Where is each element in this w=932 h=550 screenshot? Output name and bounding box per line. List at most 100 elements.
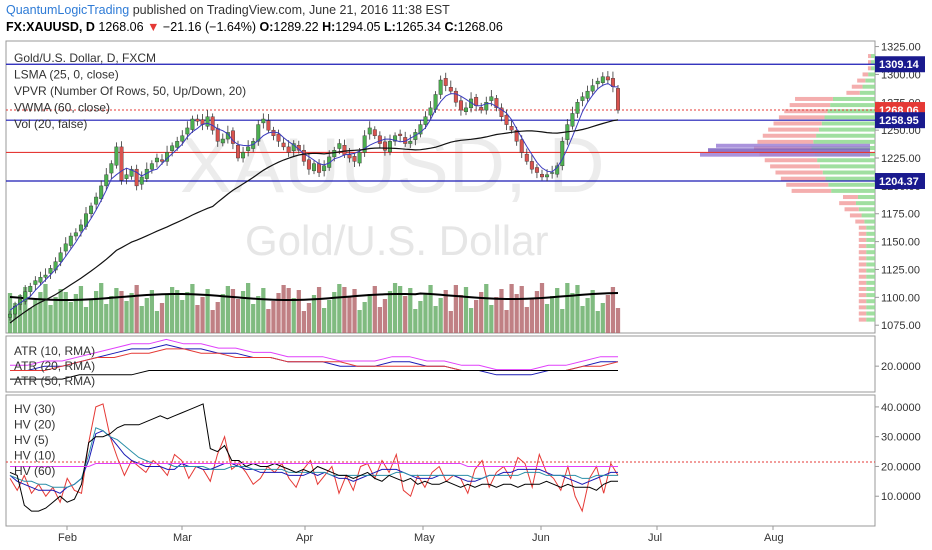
- candle-body: [236, 145, 240, 159]
- candle-body: [464, 107, 468, 112]
- vpvr-down-row: [858, 293, 867, 298]
- candle-body: [337, 143, 342, 149]
- candle-body: [398, 133, 403, 136]
- volume-bar: [544, 304, 550, 333]
- candle-body: [109, 163, 114, 174]
- volume-bar: [413, 309, 418, 333]
- candle-body: [306, 159, 311, 170]
- low-label: L:: [383, 20, 396, 34]
- candle-body: [418, 124, 423, 135]
- volume-bar: [94, 291, 99, 333]
- volume-bar: [256, 296, 261, 333]
- candle-body: [347, 154, 352, 159]
- candle-body: [570, 113, 575, 127]
- hv-tick-label: 10.0000: [881, 491, 921, 503]
- vpvr-up-row: [822, 170, 875, 175]
- volume-bar: [109, 296, 114, 333]
- volume-bar: [246, 283, 251, 333]
- volume-bar: [215, 302, 220, 333]
- price-tag-bg: [875, 112, 925, 129]
- vpvr-up-row: [866, 262, 875, 267]
- candle-body: [312, 163, 316, 172]
- vpvr-up-row: [866, 244, 875, 249]
- volume-bar: [342, 287, 347, 333]
- candle-body: [616, 88, 620, 111]
- vpvr-up-row: [831, 188, 875, 193]
- hv-tick-label: 20.0000: [881, 461, 921, 473]
- vpvr-up-row: [866, 299, 875, 304]
- vpvr-down-row: [862, 72, 869, 77]
- candle-body: [423, 116, 428, 125]
- volume-bar: [78, 286, 84, 333]
- volume-bar: [316, 287, 322, 333]
- volume-bar: [332, 292, 337, 333]
- vpvr-poc-row: [716, 143, 870, 148]
- vpvr-down-row: [784, 109, 828, 114]
- atr-legend-item: ATR (20, RMA): [14, 359, 95, 373]
- volume-bar: [509, 284, 514, 333]
- volume-bar: [382, 299, 388, 333]
- volume-bar: [494, 297, 499, 333]
- candle-body: [276, 133, 281, 142]
- vpvr-up-row: [865, 78, 875, 83]
- brand-link[interactable]: QuantumLogicTrading: [6, 3, 130, 17]
- volume-bar: [479, 292, 484, 333]
- volume-bar: [595, 311, 600, 333]
- candle-body: [534, 167, 539, 173]
- vpvr-up-row: [866, 237, 875, 242]
- volume-bar: [205, 289, 210, 333]
- price-tick-label: 1150.00: [881, 237, 920, 249]
- volume-bar: [99, 283, 104, 333]
- atr-panel-frame: [5, 335, 876, 393]
- vpvr-down-row: [858, 268, 867, 273]
- candle-body: [408, 141, 413, 144]
- vpvr-up-row: [861, 213, 875, 218]
- volume-bar: [392, 283, 398, 333]
- hv-line: [9, 403, 618, 512]
- x-tick-label: Feb: [58, 532, 77, 544]
- candle-body: [342, 145, 347, 155]
- volume-bar: [144, 298, 149, 333]
- volume-bar: [251, 304, 256, 333]
- volume-bar: [175, 290, 180, 333]
- open-value: 1289.22: [273, 20, 319, 34]
- symbol-label[interactable]: FX:XAUUSD, D: [6, 20, 95, 34]
- volume-bar: [73, 294, 78, 333]
- candle-body: [474, 97, 479, 106]
- volume-bar: [23, 287, 28, 333]
- volume-ma-line: [9, 292, 619, 301]
- hv-line: [9, 430, 618, 494]
- candle-body: [33, 280, 38, 285]
- watermark-name: Gold/U.S. Dollar: [245, 217, 548, 264]
- candle-body: [246, 146, 251, 151]
- volume-bar: [499, 289, 504, 333]
- volume-bar: [387, 291, 393, 333]
- close-label: C:: [444, 20, 458, 34]
- candle-body: [448, 87, 453, 92]
- vpvr-up-row: [866, 250, 875, 255]
- vpvr-up-row: [866, 317, 875, 322]
- candle-body: [180, 135, 185, 142]
- hv-line: [9, 427, 618, 488]
- candle-body: [215, 128, 220, 142]
- volume-bar: [266, 309, 271, 333]
- volume-bar: [170, 287, 175, 333]
- volume-bar: [408, 288, 413, 333]
- vpvr-down-row: [858, 244, 867, 249]
- volume-bar: [28, 308, 33, 333]
- candle-body: [540, 173, 544, 178]
- candle-body: [190, 118, 195, 130]
- candle-body: [499, 107, 504, 117]
- volume-bar: [403, 296, 408, 333]
- candle-body: [38, 277, 43, 283]
- hv-line: [10, 463, 618, 467]
- candle-body: [286, 146, 291, 153]
- volume-bar: [200, 297, 205, 333]
- last-price: 1268.06: [98, 20, 144, 34]
- vpvr-up-row: [864, 219, 875, 224]
- volume-bar: [291, 298, 296, 333]
- vpvr-down-row: [857, 78, 866, 83]
- price-tick-label: 1125.00: [881, 264, 920, 276]
- vpvr-up-row: [866, 231, 875, 236]
